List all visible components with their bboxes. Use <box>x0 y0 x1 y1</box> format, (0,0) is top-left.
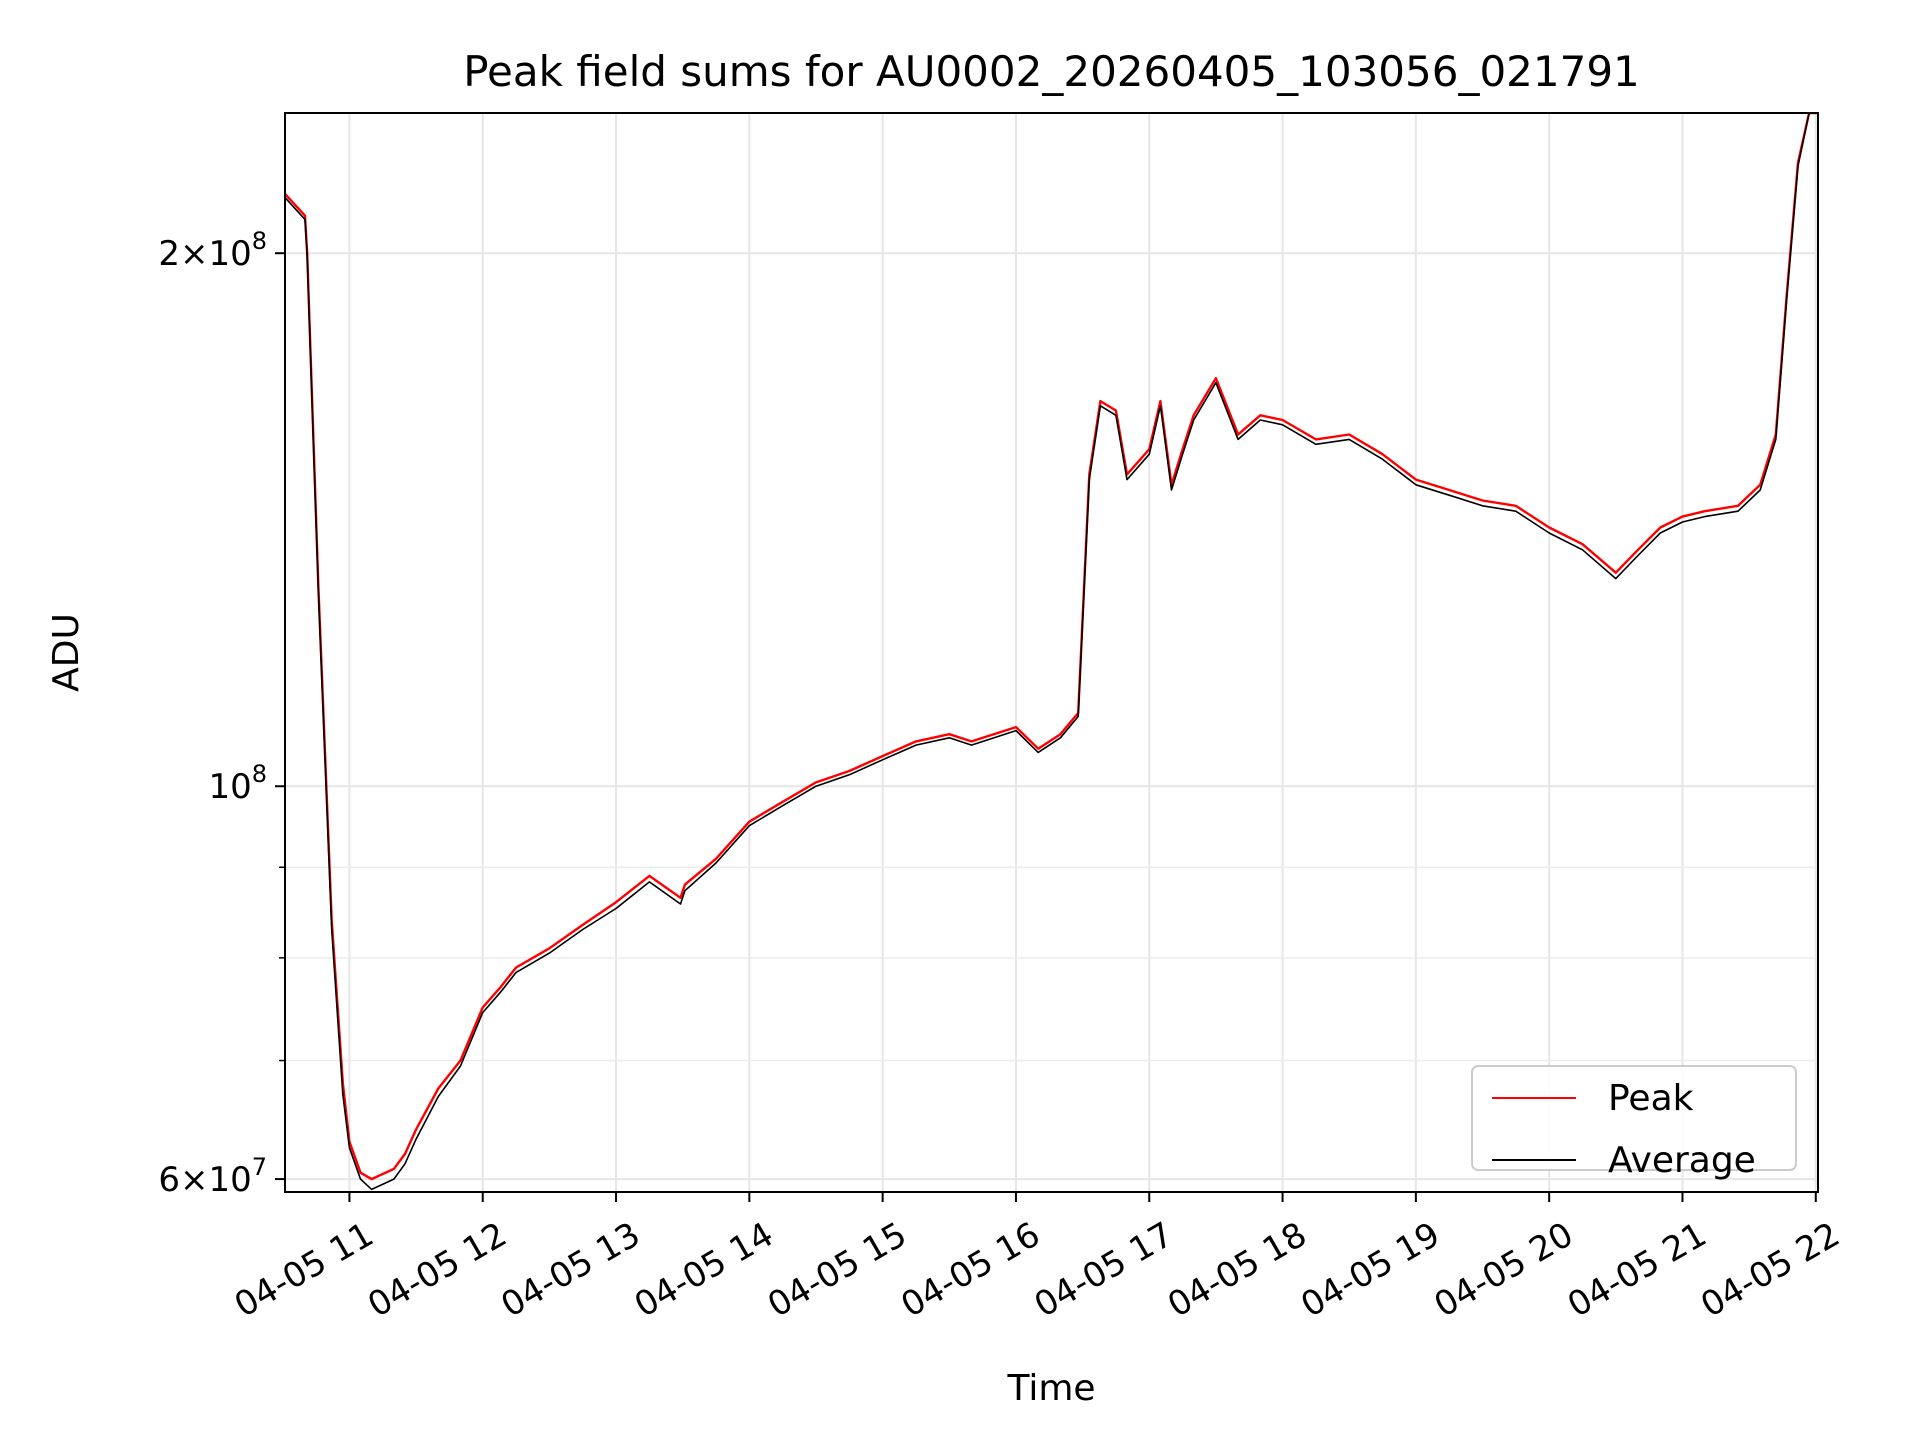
y-tick-mantissa: 6 <box>158 1160 180 1200</box>
chart-title: Peak field sums for AU0002_20260405_1030… <box>463 47 1640 96</box>
legend: Peak Average <box>1471 1065 1797 1181</box>
y-tick-exponent: 8 <box>252 227 267 255</box>
series-group <box>285 113 1818 1191</box>
y-tick-exponent: 7 <box>252 1153 267 1181</box>
y-tick-label: 2×108 <box>158 227 267 274</box>
series-line-peak <box>285 113 1818 1181</box>
y-tick-label: 108 <box>208 760 267 807</box>
y-tick-label: 6×107 <box>158 1153 267 1200</box>
series-line-average <box>285 113 1818 1191</box>
y-tick-mantissa: 2 <box>158 234 180 274</box>
plot-area-frame <box>284 112 1819 1193</box>
legend-label-peak: Peak <box>1608 1078 1694 1119</box>
y-tick-exponent: 8 <box>252 760 267 788</box>
y-axis-label: ADU <box>46 613 87 692</box>
legend-label-average: Average <box>1608 1140 1756 1181</box>
legend-box <box>1471 1065 1797 1171</box>
grid <box>285 113 1818 1192</box>
x-axis-label: Time <box>1006 1368 1095 1409</box>
